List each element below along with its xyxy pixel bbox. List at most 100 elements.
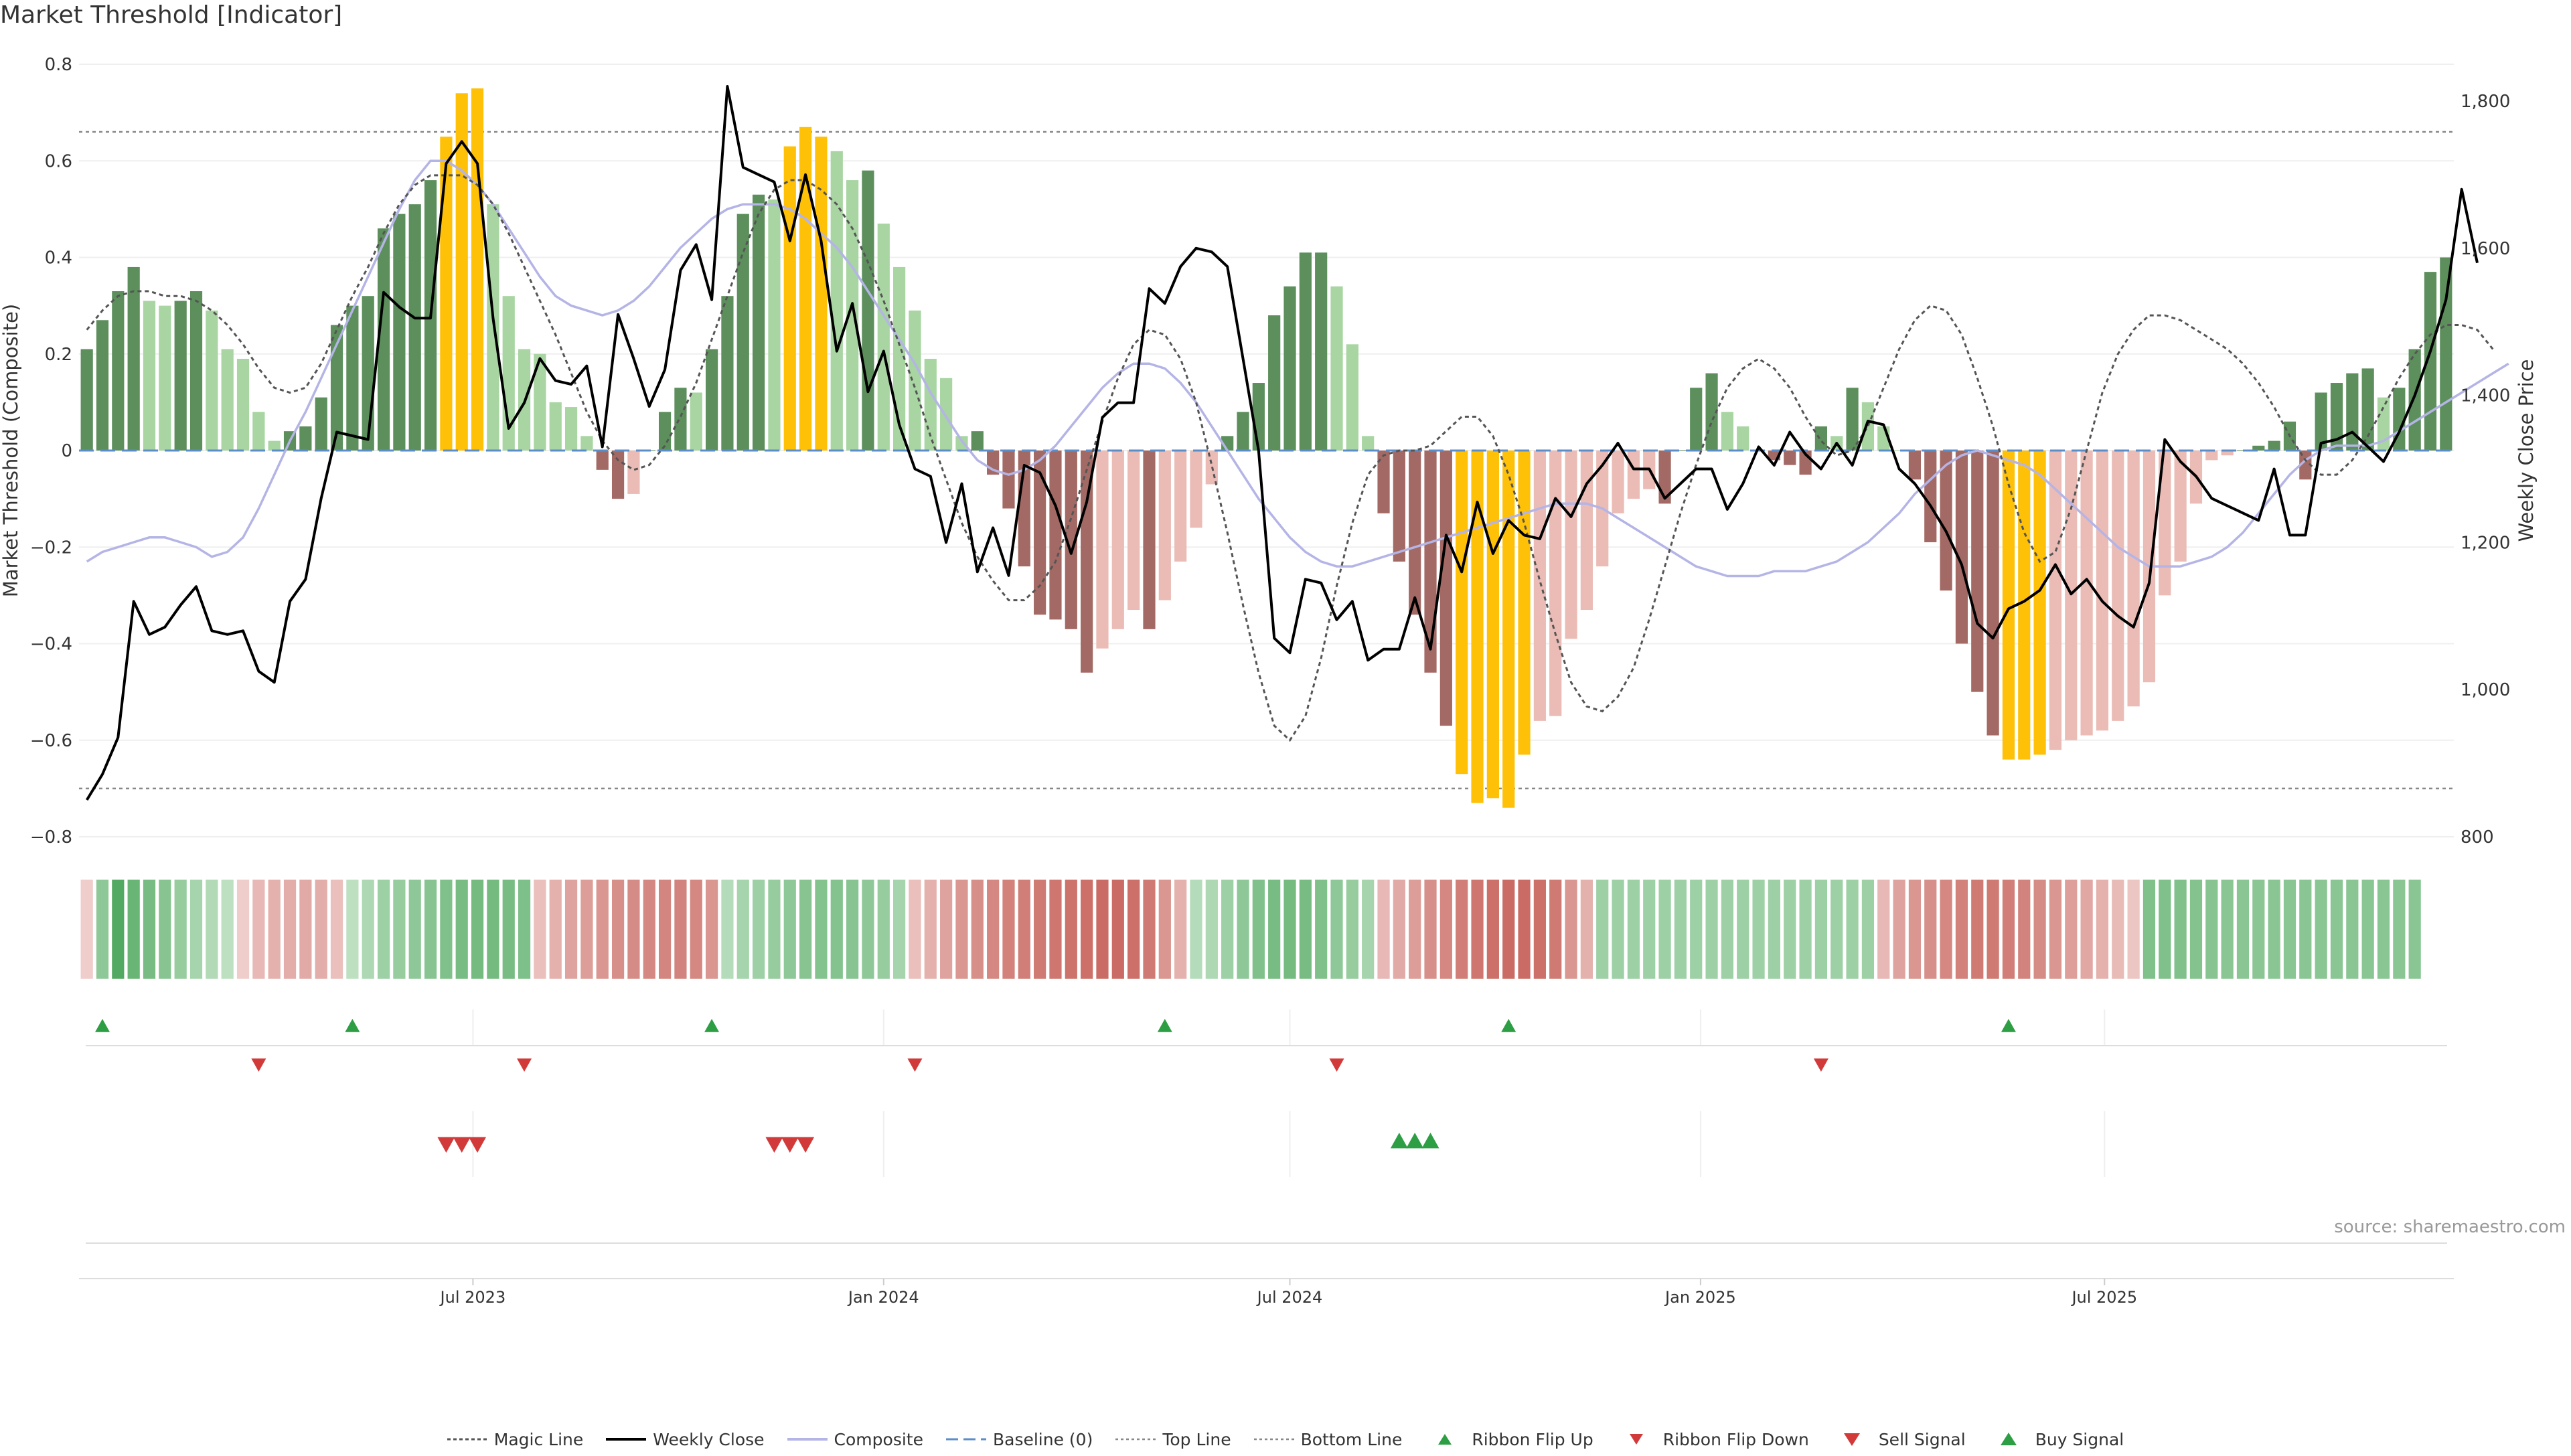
- composite-bar: [2127, 451, 2140, 707]
- legend-item-buy: Buy Signal: [1989, 1430, 2124, 1449]
- composite-bar: [1924, 451, 1937, 543]
- ribbon-cell: [1221, 880, 1234, 979]
- composite-bar: [236, 358, 250, 451]
- ribbon-cell: [674, 880, 687, 979]
- ribbon-cell: [206, 880, 218, 979]
- ribbon-cell: [658, 880, 672, 979]
- sell-signal-marker: [797, 1137, 815, 1153]
- ribbon-cell: [815, 880, 828, 979]
- ribbon-cell: [1081, 880, 1093, 979]
- ribbon-cell: [362, 880, 374, 979]
- ribbon-cell: [174, 880, 187, 979]
- ribbon-cell: [2127, 880, 2140, 979]
- legend-label: Magic Line: [493, 1429, 584, 1449]
- ribbon-cell: [112, 880, 125, 979]
- ribbon-cell: [596, 880, 609, 979]
- y2-tick-label: 1,000: [2461, 680, 2510, 700]
- ribbon-cell: [987, 880, 1000, 979]
- sell-signal-marker: [765, 1137, 783, 1153]
- legend-label: Ribbon Flip Down: [1662, 1429, 1809, 1449]
- ribbon-cell: [1533, 880, 1546, 979]
- x-tick-label: Jan 2025: [1664, 1288, 1736, 1307]
- ribbon-cell: [1268, 880, 1281, 979]
- ribbon-cell: [2330, 880, 2343, 979]
- composite-bar: [2268, 440, 2280, 451]
- legend-label: Top Line: [1162, 1429, 1231, 1449]
- composite-bar: [830, 151, 843, 451]
- composite-bar: [1612, 451, 1624, 513]
- legend-item-top: Top Line: [1115, 1430, 1231, 1449]
- composite-bar: [2205, 451, 2218, 461]
- composite-bar: [346, 305, 359, 451]
- legend-swatch-flipup: [1438, 1434, 1452, 1445]
- y2-tick-label: 1,600: [2461, 239, 2510, 259]
- composite-bar: [2408, 349, 2421, 451]
- legend-swatch-composite: [787, 1438, 828, 1441]
- ribbon-cell: [1346, 880, 1358, 979]
- ribbon-cell: [1330, 880, 1343, 979]
- y-tick-label: −0.2: [30, 538, 72, 558]
- ribbon-cell: [2346, 880, 2359, 979]
- source-note: source: sharemaestro.com: [2334, 1217, 2566, 1237]
- y-tick-label: 0.4: [45, 248, 72, 268]
- composite-bar: [1502, 451, 1515, 808]
- ribbon-cell: [643, 880, 655, 979]
- composite-bar: [2330, 383, 2343, 451]
- ribbon-cell: [1596, 880, 1609, 979]
- ribbon-cell: [2033, 880, 2046, 979]
- legend-item-flipup: Ribbon Flip Up: [1425, 1430, 1593, 1449]
- composite-bar: [1315, 252, 1328, 451]
- weekly-close-line: [85, 85, 2479, 801]
- y2-axis-label: Weekly Close Price: [2515, 359, 2538, 542]
- ribbon-cell: [846, 880, 859, 979]
- ribbon-cell: [1205, 880, 1218, 979]
- ribbon-cell: [1549, 880, 1562, 979]
- ribbon-cell: [299, 880, 312, 979]
- y-tick-label: −0.4: [30, 635, 72, 655]
- ribbon-cell: [1643, 880, 1656, 979]
- ribbon-cell: [1752, 880, 1765, 979]
- ribbon-cell: [268, 880, 281, 979]
- composite-bar: [1439, 451, 1452, 726]
- y-axis-label: Market Threshold (Composite): [0, 304, 22, 597]
- ribbon-cell: [1721, 880, 1733, 979]
- composite-bar: [877, 224, 890, 451]
- ribbon-cell: [799, 880, 812, 979]
- y-tick-label: −0.6: [30, 731, 72, 751]
- composite-bar: [1986, 451, 1999, 736]
- legend-swatch-bottom: [1253, 1438, 1294, 1441]
- composite-bar: [1471, 451, 1484, 803]
- composite-bar: [408, 204, 421, 451]
- composite-bar: [1580, 451, 1593, 611]
- ribbon-cell: [283, 880, 297, 979]
- ribbon-cell: [2096, 880, 2109, 979]
- composite-bar: [1377, 451, 1390, 513]
- composite-bar: [2018, 451, 2031, 760]
- ribbon-cell: [2002, 880, 2015, 979]
- composite-bar: [1690, 388, 1703, 451]
- composite-bar: [1002, 451, 1015, 509]
- legend-label: Bottom Line: [1300, 1429, 1403, 1449]
- chart-title: Market Threshold [Indicator]: [0, 1, 343, 29]
- composite-bar: [1861, 402, 1875, 451]
- ribbon-cell: [2315, 880, 2327, 979]
- composite-bar: [1174, 451, 1187, 562]
- composite-bar: [2440, 257, 2452, 451]
- ribbon-cell: [1908, 880, 1922, 979]
- composite-bar: [924, 358, 937, 451]
- composite-bar: [393, 214, 406, 451]
- x-tick-label: Jul 2025: [2070, 1288, 2137, 1307]
- ribbon-cell: [1096, 880, 1109, 979]
- ribbon-cell: [1690, 880, 1703, 979]
- ribbon-cell: [1237, 880, 1249, 979]
- ribbon-cell: [2049, 880, 2062, 979]
- ribbon-cell: [1565, 880, 1577, 979]
- ribbon-cell: [1111, 880, 1124, 979]
- buy-signal-marker: [1421, 1133, 1439, 1149]
- ribbon-cell: [564, 880, 578, 979]
- ribbon-cell: [721, 880, 734, 979]
- composite-bar: [1143, 451, 1156, 629]
- legend-swatch-buy: [2000, 1433, 2017, 1445]
- ribbon-cell: [690, 880, 702, 979]
- ribbon-cell: [2112, 880, 2124, 979]
